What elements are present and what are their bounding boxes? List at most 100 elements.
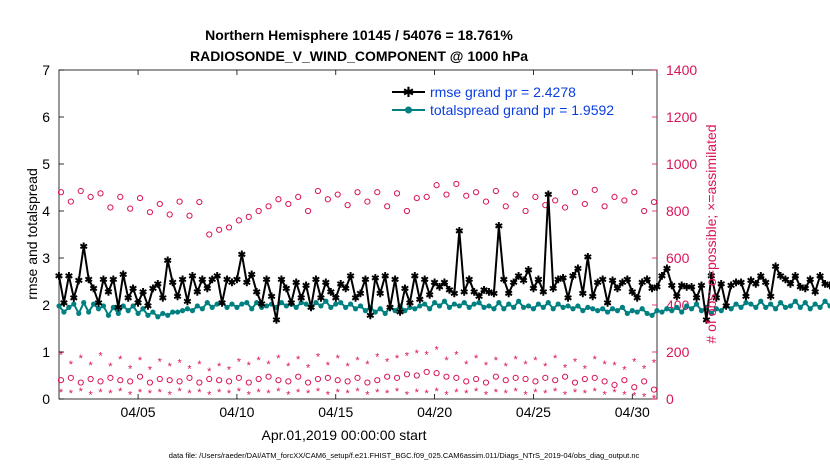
rmse-point: ✱ <box>579 289 588 300</box>
obs-possible-point <box>473 375 480 383</box>
rmse-point: ✱ <box>495 222 504 233</box>
obs-assimilated-point: * <box>128 363 133 375</box>
obs-assimilated-point: * <box>444 355 449 367</box>
rmse-point: ✱ <box>465 275 474 286</box>
obs-possible-point <box>97 378 104 385</box>
rmse-point: ✱ <box>678 281 687 292</box>
totalspread-point <box>199 306 205 312</box>
rmse-point: ✱ <box>307 303 316 314</box>
rmse-point: ✱ <box>811 287 820 298</box>
totalspread-point <box>125 308 131 314</box>
totalspread-point <box>412 306 418 312</box>
totalspread-point <box>496 300 502 306</box>
rmse-point: ✱ <box>89 284 98 295</box>
totalspread-point <box>382 310 388 317</box>
obs-assimilated-point: * <box>227 388 232 400</box>
obs-possible-point <box>542 374 549 381</box>
obs-possible-point <box>571 189 579 196</box>
x-axis: 04/05 04/10 04/15 04/20 04/25 04/30 <box>121 70 650 420</box>
rmse-point: ✱ <box>762 278 771 289</box>
rmse-point: ✱ <box>687 283 696 294</box>
obs-assimilated-point: * <box>197 387 202 399</box>
rmse-point: ✱ <box>332 294 341 305</box>
rmse-point: ✱ <box>524 265 533 276</box>
obs-assimilated-point: * <box>415 387 420 399</box>
rmse-point: ✱ <box>430 278 439 289</box>
rmse-point: ✱ <box>233 275 242 286</box>
totalspread-point <box>753 304 759 310</box>
obs-assimilated-point: * <box>217 361 222 373</box>
rmse-point: ✱ <box>722 302 731 313</box>
totalspread-point <box>259 304 265 310</box>
rmse-point: ✱ <box>144 302 153 313</box>
obs-possible-point <box>127 378 134 385</box>
rmse-point: ✱ <box>173 292 182 303</box>
obs-possible-point <box>216 226 223 233</box>
rmse-point: ✱ <box>257 300 266 311</box>
obs-possible-point <box>117 377 124 384</box>
totalspread-point <box>372 309 378 315</box>
obs-possible-point <box>561 204 569 211</box>
rmse-point: ✱ <box>248 270 257 281</box>
obs-assimilated-point: * <box>523 389 528 401</box>
rmse-point: ✱ <box>440 278 449 289</box>
obs-possible-point <box>196 379 203 386</box>
rmse-point: ✱ <box>84 275 93 286</box>
totalspread-point <box>278 300 284 306</box>
totalspread-point <box>674 304 680 310</box>
totalspread-point <box>229 301 235 307</box>
chart-subtitle: RADIOSONDE_V_WIND_COMPONENT @ 1000 hPa <box>190 48 528 64</box>
x-tick-label: 04/30 <box>615 404 650 420</box>
totalspread-point <box>763 304 769 310</box>
rmse-point: ✱ <box>198 275 207 286</box>
totalspread-point <box>535 301 541 307</box>
obs-possible-point <box>166 211 173 218</box>
obs-possible-point <box>561 373 569 380</box>
rmse-point: ✱ <box>697 281 706 292</box>
rmse-point: ✱ <box>727 281 736 292</box>
rmse-point: ✱ <box>208 275 217 286</box>
totalspread-point <box>501 306 507 312</box>
obs-assimilated-point: * <box>148 388 153 400</box>
totalspread-point <box>629 308 635 314</box>
obs-possible-point <box>453 180 460 188</box>
obs-possible-point <box>324 196 331 203</box>
obs-assimilated-point: * <box>533 355 538 367</box>
totalspread-point <box>688 306 695 312</box>
obs-count-series: * * * * * * * * * * * * * * * * * * * * * * * * * * * * * * * * * * * * * * * *… <box>57 180 658 405</box>
rmse-point: ✱ <box>302 281 311 292</box>
obs-possible-point <box>275 377 282 384</box>
obs-possible-point <box>285 200 292 208</box>
obs-possible-point <box>552 197 559 204</box>
totalspread-point <box>471 301 477 307</box>
obs-assimilated-point: * <box>326 389 331 401</box>
totalspread-point <box>407 304 413 310</box>
obs-assimilated-point: * <box>365 389 370 401</box>
totalspread-point <box>516 298 522 304</box>
y2-tick-label: 1000 <box>666 156 697 172</box>
totalspread-point <box>481 304 487 310</box>
obs-possible-point <box>532 193 539 200</box>
rmse-point: ✱ <box>154 279 163 290</box>
obs-assimilated-point: * <box>602 359 607 371</box>
rmse-point: ✱ <box>337 279 346 290</box>
rmse-point: ✱ <box>633 294 642 305</box>
totalspread-point <box>827 303 830 309</box>
obs-assimilated-point: * <box>434 386 439 398</box>
obs-assimilated-point: * <box>355 386 360 398</box>
rmse-point: ✱ <box>396 308 405 319</box>
totalspread-point <box>782 304 789 310</box>
obs-possible-point <box>650 386 658 393</box>
obs-possible-point <box>166 377 173 384</box>
obs-assimilated-point: * <box>247 360 252 372</box>
obs-assimilated-point: * <box>187 363 192 375</box>
rmse-point: ✱ <box>282 284 291 295</box>
obs-possible-point <box>384 203 391 210</box>
rmse-point: ✱ <box>796 283 805 294</box>
obs-assimilated-point: * <box>454 387 459 399</box>
obs-assimilated-point: * <box>326 360 331 372</box>
obs-possible-point <box>473 189 480 196</box>
obs-assimilated-point: * <box>425 349 430 361</box>
totalspread-point <box>254 300 260 306</box>
